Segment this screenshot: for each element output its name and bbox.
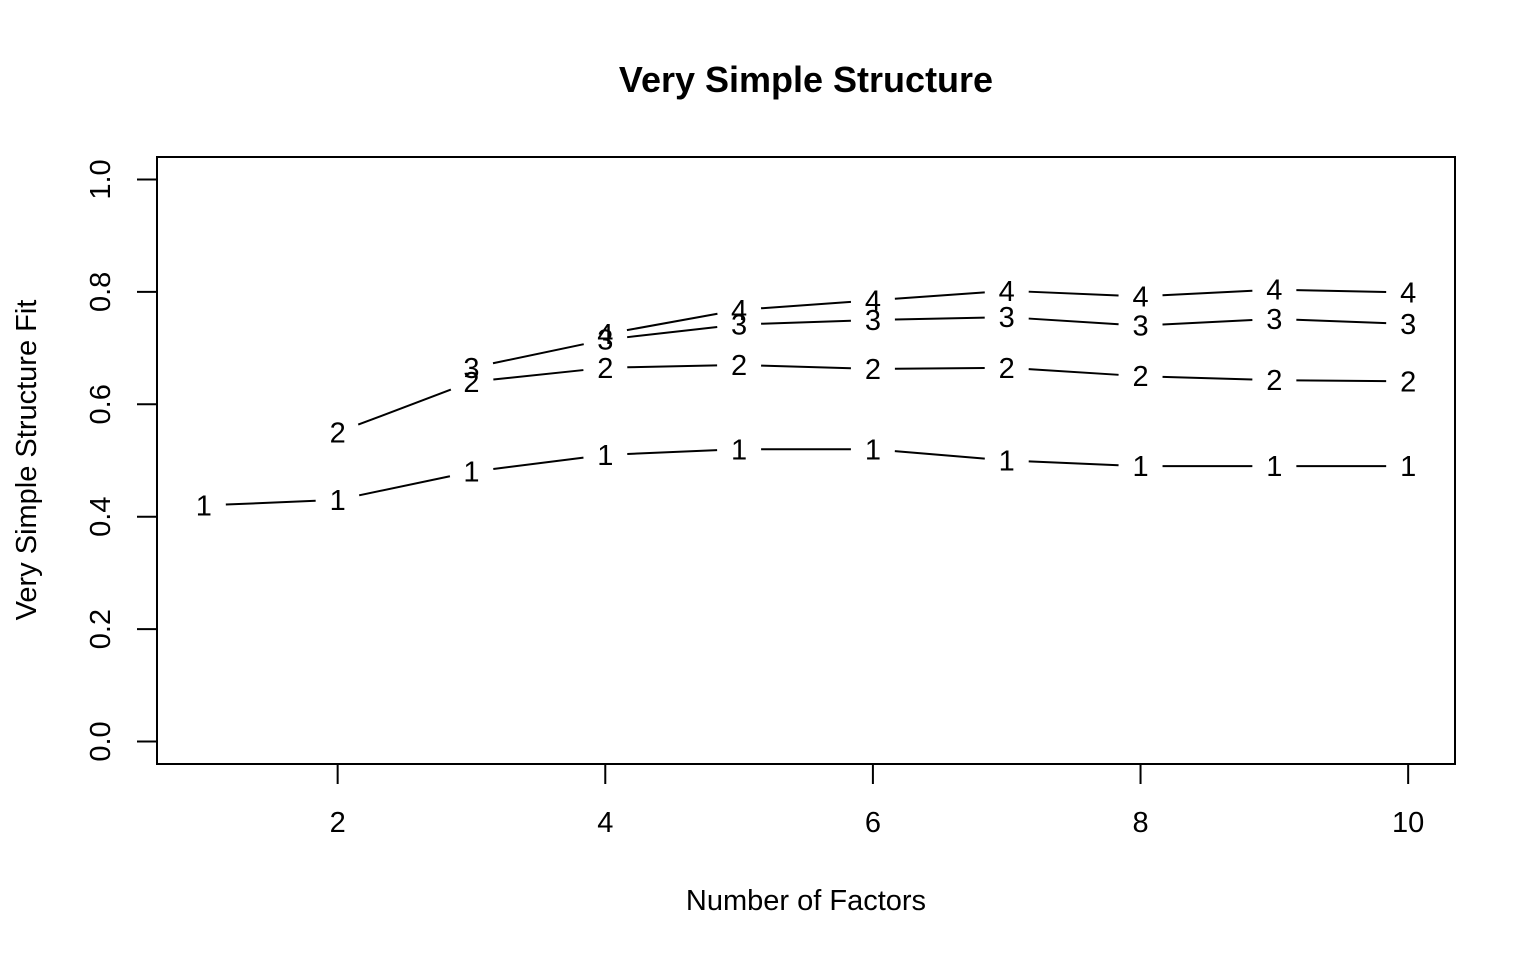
series-3-segment: [761, 319, 851, 325]
series-2-point: 2: [865, 354, 881, 386]
series-4-point: 4: [597, 319, 613, 351]
series-3-point: 3: [865, 305, 881, 337]
series-2-segment: [894, 366, 985, 370]
series-4-point: 4: [731, 295, 747, 327]
x-axis-label: Number of Factors: [686, 885, 926, 917]
series-3-point: 3: [463, 353, 479, 385]
series-2-point: 2: [597, 353, 613, 385]
series-2-segment: [1296, 379, 1387, 383]
series-1-point: 1: [597, 440, 613, 472]
series-2-point: 2: [731, 350, 747, 382]
series-3-point: 3: [597, 325, 613, 357]
y-tick-label: 0.0: [85, 721, 117, 761]
series-1-segment: [1028, 460, 1119, 467]
chart-title: Very Simple Structure: [619, 59, 993, 100]
series-4-point: 4: [865, 285, 881, 317]
series-2-point: 2: [463, 367, 479, 399]
series-1-segment: [358, 475, 451, 497]
series-2-point: 2: [999, 353, 1015, 385]
x-tick-label: 4: [597, 807, 613, 839]
series-3-point: 3: [1400, 309, 1416, 341]
series-1-point: 1: [1400, 451, 1416, 483]
series-4-segment: [1162, 289, 1253, 297]
x-tick-label: 10: [1392, 807, 1424, 839]
series-1-segment: [894, 450, 985, 460]
series-1-segment: [225, 499, 316, 506]
series-1-point: 1: [731, 434, 747, 466]
series-4-segment: [1296, 289, 1387, 293]
series-3-segment: [627, 325, 718, 339]
series-4-segment: [626, 312, 718, 332]
series-3-segment: [894, 316, 985, 321]
series-3: 3 3 3 3 3 3 3 3: [463, 302, 1416, 385]
series-2-point: 2: [330, 417, 346, 449]
series-1-point: 1: [330, 485, 346, 517]
y-tick-label: 0.6: [85, 384, 117, 424]
series-1-point: 1: [865, 434, 881, 466]
series-1-segment: [493, 456, 584, 470]
series-1-point: 1: [196, 490, 212, 522]
series-3-point: 3: [1266, 304, 1282, 336]
series-2-segment: [1028, 368, 1119, 376]
series-3-segment: [1162, 318, 1253, 326]
y-tick-label: 1.0: [85, 159, 117, 199]
series-2-point: 2: [1266, 365, 1282, 397]
series-3-point: 3: [731, 309, 747, 341]
y-tick-label: 0.4: [85, 497, 117, 537]
series-2-segment: [357, 388, 452, 426]
plot-frame: [156, 156, 1456, 765]
x-tick-label: 2: [330, 807, 346, 839]
series-1-point: 1: [463, 457, 479, 489]
series-3-point: 3: [999, 302, 1015, 334]
y-axis-label: Very Simple Structure Fit: [11, 300, 43, 621]
series-1-point: 1: [999, 446, 1015, 478]
series-4-point: 4: [1400, 277, 1416, 309]
series-2-segment: [1162, 375, 1253, 381]
y-tick-label: 0.2: [85, 609, 117, 649]
series-1-point: 1: [1266, 451, 1282, 483]
series-4: 4 4 4 4 4 4 4: [597, 275, 1416, 351]
y-tick-label: 0.8: [85, 272, 117, 312]
x-tick-label: 6: [865, 807, 881, 839]
series-4-point: 4: [1132, 281, 1148, 313]
series-2-segment: [627, 364, 718, 369]
series-3-point: 3: [1132, 311, 1148, 343]
series-1-point: 1: [1132, 451, 1148, 483]
series-3-segment: [1028, 317, 1119, 326]
x-axis: 2 4 6 8 10: [330, 763, 1424, 839]
series-group: 1 111 1 1 1 1 1 122 2 2 2 2 2 2 233 3 3 3 3 3 344 4 4 4 4 4: [196, 275, 1416, 523]
series-4-point: 4: [1266, 275, 1282, 307]
series-2-segment: [493, 369, 584, 381]
series-1: 1 1 1 1 1 1 1 1 1 1: [196, 434, 1416, 522]
series-4-segment: [894, 291, 985, 300]
series-4-segment: [1028, 290, 1119, 297]
series-2-point: 2: [1400, 366, 1416, 398]
series-3-segment: [1296, 318, 1387, 325]
series-2-point: 2: [1132, 361, 1148, 393]
series-2: 2 2 2 2 2 2 2 2 2: [330, 350, 1417, 449]
series-3-segment: [492, 343, 584, 365]
x-tick-label: 8: [1132, 807, 1148, 839]
series-4-segment: [760, 300, 852, 310]
y-axis: 0.0 0.2 0.4 0.6 0.8 1.0: [85, 159, 158, 762]
series-1-segment: [627, 449, 718, 455]
series-4-point: 4: [999, 276, 1015, 308]
series-2-segment: [761, 364, 851, 370]
